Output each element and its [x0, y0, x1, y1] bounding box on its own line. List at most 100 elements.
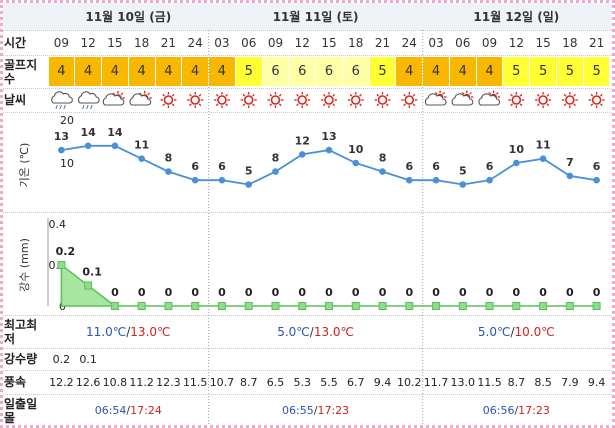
wind: 10.7 — [209, 376, 235, 389]
sun-icon — [565, 95, 575, 105]
y-tick-label: 10 — [60, 157, 74, 170]
sun-ray — [510, 103, 513, 107]
temp-point — [593, 176, 600, 184]
golf-index: 5 — [369, 57, 396, 86]
sun-ray — [296, 103, 299, 107]
min-max: 5.0℃/10.0℃ — [423, 325, 610, 339]
data-label: 0 — [486, 286, 494, 299]
rain-drop — [82, 104, 85, 110]
sun-ray — [269, 103, 273, 107]
sunrise: 06:56 — [482, 404, 515, 417]
data-label: 0.2 — [56, 245, 76, 258]
sun-ray — [488, 91, 492, 95]
data-label: 0 — [539, 286, 547, 299]
temp-point — [298, 151, 306, 158]
sun-icon — [163, 95, 174, 105]
time: 21 — [588, 36, 605, 50]
temp-point — [218, 176, 226, 184]
sun-ray — [412, 93, 416, 97]
temp-point — [165, 168, 172, 175]
sun-ray — [225, 93, 229, 97]
sun-ray — [120, 92, 124, 96]
golf-index: 5 — [235, 57, 262, 86]
rain-point — [592, 302, 601, 310]
sun-ray — [349, 93, 353, 97]
sun-ray — [162, 93, 165, 97]
row-divider — [3, 55, 612, 56]
golf-index: 6 — [316, 57, 342, 86]
sun-icon — [377, 95, 388, 105]
y-tick-label: 0.4 — [49, 218, 67, 231]
sunrise: 06:55 — [282, 404, 314, 417]
data-label: 10 — [509, 143, 525, 156]
data-label: 6 — [593, 160, 601, 173]
wind: 8.5 — [534, 376, 552, 389]
sun-ray — [359, 93, 362, 97]
wind: 10.2 — [397, 376, 422, 389]
data-label: 14 — [80, 126, 96, 139]
sun-ray — [546, 93, 550, 97]
data-label: 5 — [245, 165, 253, 178]
time: 03 — [214, 36, 230, 50]
row-label: 시간 — [4, 35, 27, 50]
sun-ray — [278, 93, 282, 97]
golf-index: 4 — [423, 57, 449, 86]
sun-ray — [189, 93, 192, 97]
wind: 12.6 — [75, 376, 101, 389]
sun-ray — [171, 103, 175, 107]
wind: 12.3 — [156, 376, 181, 389]
time: 21 — [374, 36, 391, 50]
sun-ray — [198, 93, 202, 97]
temp-point — [459, 181, 467, 188]
sun-ray — [510, 93, 513, 97]
sun-ray — [403, 103, 406, 107]
rain-point — [217, 302, 226, 310]
data-label: 0 — [111, 286, 119, 299]
time: 15 — [107, 36, 123, 50]
row-divider — [3, 88, 612, 89]
day-header: 11월 12일 (일) — [473, 10, 560, 24]
sun-ray — [469, 91, 472, 95]
row-label: 일출일몰 — [4, 397, 38, 425]
data-label: 6 — [486, 160, 494, 173]
header-bg — [3, 3, 612, 30]
golf-index: 4 — [449, 57, 476, 86]
golf-index: 4 — [155, 57, 182, 86]
time: 09 — [53, 36, 70, 50]
row-label: 풍속 — [4, 375, 27, 389]
sun-times: 06:54/17:24 — [48, 404, 209, 417]
golf-index: 6 — [289, 57, 316, 86]
sun-ray — [215, 93, 219, 97]
time: 12 — [508, 36, 524, 50]
temp-point — [566, 172, 574, 180]
data-label: 7 — [566, 156, 574, 169]
time: 18 — [134, 36, 150, 50]
time: 09 — [267, 36, 284, 50]
sun-ray — [305, 103, 309, 107]
sun-ray — [385, 103, 389, 107]
data-label: 0 — [379, 286, 387, 299]
cloud-icon — [129, 93, 152, 106]
data-label: 12 — [295, 134, 310, 147]
temp-point — [379, 168, 386, 175]
row-divider — [3, 30, 612, 31]
time: 21 — [160, 36, 177, 50]
sun-ray — [600, 103, 603, 107]
sun-ray — [519, 93, 523, 97]
row-label: 최고최저 — [4, 317, 38, 346]
golf-index: 4 — [48, 57, 75, 86]
data-label: 13 — [54, 130, 69, 143]
rain-point — [485, 302, 494, 310]
sun-ray — [434, 91, 438, 95]
rain-point — [191, 302, 200, 310]
sun-ray — [573, 103, 576, 107]
sun-ray — [242, 103, 246, 107]
row-divider — [3, 315, 612, 316]
data-label: 6 — [218, 160, 226, 173]
sun-ray — [546, 103, 550, 107]
sun-ray — [296, 93, 299, 97]
data-label: 5 — [459, 165, 467, 178]
temp-point — [84, 142, 92, 150]
cloud-icon — [424, 93, 447, 106]
data-label: 0 — [352, 286, 360, 299]
